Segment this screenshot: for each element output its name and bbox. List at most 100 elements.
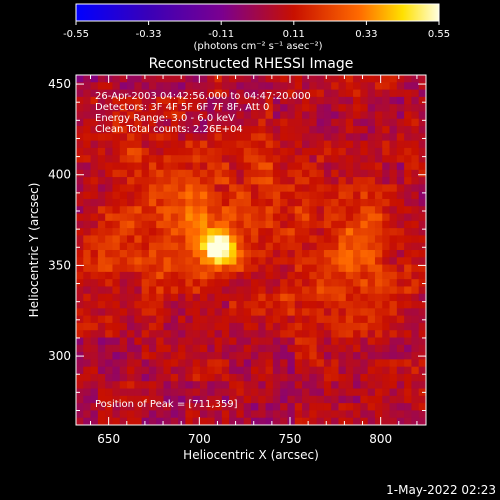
heatmap-cell — [374, 286, 383, 295]
heatmap-cell — [389, 359, 398, 368]
heatmap-cell — [90, 366, 99, 375]
heatmap-cell — [309, 293, 318, 302]
heatmap-cell — [287, 322, 296, 331]
heatmap-cell — [382, 293, 391, 302]
heatmap-cell — [236, 235, 245, 244]
heatmap-cell — [280, 220, 289, 229]
heatmap-cell — [338, 140, 347, 149]
heatmap-cell — [353, 381, 361, 390]
heatmap-cell — [360, 257, 369, 266]
heatmap-cell — [287, 417, 296, 425]
heatmap-cell — [148, 184, 157, 193]
heatmap-cell — [338, 118, 347, 127]
heatmap-cell — [229, 315, 238, 324]
heatmap-cell — [302, 140, 310, 149]
heatmap-cell — [229, 118, 238, 127]
heatmap-cell — [367, 388, 376, 397]
heatmap-cell — [396, 184, 405, 193]
heatmap-cell — [389, 191, 398, 200]
heatmap-cell — [316, 184, 325, 193]
heatmap-cell — [302, 191, 310, 200]
heatmap-cell — [331, 177, 340, 185]
heatmap-cell — [396, 198, 405, 207]
heatmap-cell — [382, 264, 391, 273]
heatmap-cell — [112, 279, 121, 288]
heatmap-cell — [258, 286, 267, 295]
heatmap-cell — [178, 403, 186, 412]
heatmap-cell — [353, 235, 361, 244]
heatmap-cell — [287, 89, 296, 98]
heatmap-cell — [404, 366, 413, 375]
heatmap-cell — [353, 126, 361, 134]
heatmap-cell — [294, 111, 303, 120]
heatmap-cell — [251, 126, 259, 134]
heatmap-cell — [76, 96, 84, 105]
heatmap-cell — [90, 315, 99, 324]
heatmap-cell — [112, 271, 121, 280]
heatmap-cell — [192, 301, 201, 309]
heatmap-cell — [316, 388, 325, 397]
heatmap-cell — [265, 279, 274, 288]
heatmap-cell — [170, 155, 179, 164]
heatmap-cell — [258, 198, 267, 207]
heatmap-cell — [243, 417, 252, 425]
heatmap-cell — [280, 169, 289, 178]
heatmap-cell — [404, 184, 413, 193]
heatmap-cell — [382, 330, 391, 339]
heatmap-cell — [207, 184, 216, 193]
heatmap-cell — [221, 82, 230, 91]
plot-frame — [75, 74, 427, 426]
heatmap-cell — [119, 293, 128, 302]
heatmap-cell — [251, 301, 259, 309]
heatmap-cell — [97, 133, 106, 142]
heatmap-cell — [360, 410, 369, 419]
heatmap-cell — [141, 177, 150, 185]
heatmap-cell — [374, 228, 383, 237]
heatmap-cell — [396, 162, 405, 171]
heatmap-cell — [178, 184, 186, 193]
heatmap-cell — [221, 373, 230, 382]
heatmap-cell — [345, 206, 354, 215]
heatmap-cell — [418, 220, 426, 229]
heatmap-cell — [287, 279, 296, 288]
heatmap-cell — [229, 403, 238, 412]
heatmap-cell — [418, 264, 426, 273]
heatmap-cell — [338, 359, 347, 368]
heatmap-cell — [367, 366, 376, 375]
heatmap-cell — [302, 301, 310, 309]
heatmap-cell — [243, 308, 252, 317]
heatmap-cell — [170, 388, 179, 397]
heatmap-cell — [170, 352, 179, 360]
heatmap-cell — [221, 301, 230, 309]
heatmap-cell — [199, 242, 208, 251]
heatmap-cell — [236, 279, 245, 288]
heatmap-cell — [323, 228, 332, 237]
colorbar-tick-label: -0.55 — [63, 29, 89, 40]
heatmap-cell — [374, 271, 383, 280]
heatmap-cell — [119, 417, 128, 425]
heatmap-cell — [207, 344, 216, 353]
heatmap-cell — [411, 264, 420, 273]
heatmap-cell — [134, 337, 143, 346]
heatmap-cell — [178, 344, 186, 353]
heatmap-cell — [353, 220, 361, 229]
heatmap-cell — [280, 373, 289, 382]
heatmap-cell — [156, 126, 165, 134]
heatmap-cell — [83, 75, 92, 83]
heatmap-cell — [134, 352, 143, 360]
heatmap-cell — [185, 264, 194, 273]
heatmap-cell — [265, 191, 274, 200]
heatmap-cell — [97, 169, 106, 178]
heatmap-cell — [294, 191, 303, 200]
heatmap-cell — [229, 147, 238, 156]
heatmap-cell — [382, 373, 391, 382]
heatmap-cell — [229, 410, 238, 419]
heatmap-cell — [287, 293, 296, 302]
heatmap-cell — [353, 352, 361, 360]
heatmap-cell — [97, 337, 106, 346]
heatmap-cell — [170, 213, 179, 222]
heatmap-cell — [331, 403, 340, 412]
heatmap-cell — [309, 279, 318, 288]
heatmap-cell — [360, 177, 369, 185]
heatmap-cell — [199, 206, 208, 215]
